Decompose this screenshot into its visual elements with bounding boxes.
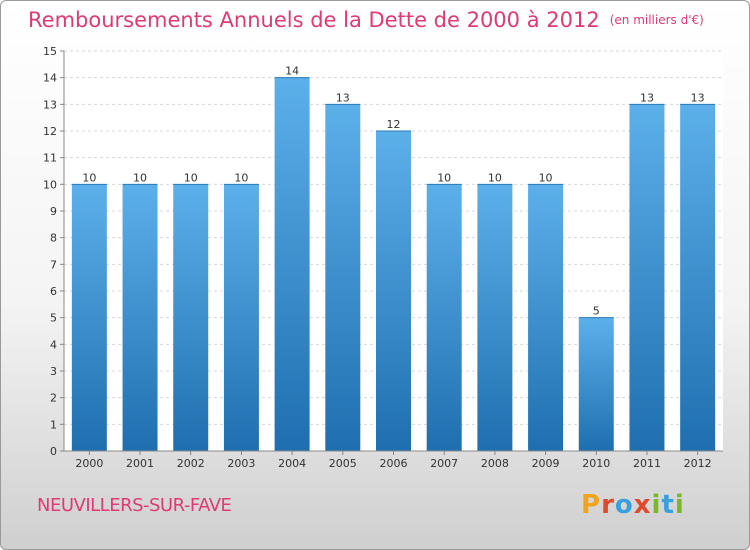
logo-letter: x — [633, 490, 652, 520]
logo-letter: P — [581, 490, 602, 520]
chart-title: Remboursements Annuels de la Dette de 20… — [28, 8, 704, 32]
bar — [426, 184, 462, 452]
bar — [122, 184, 158, 452]
logo-letter: i — [651, 490, 662, 520]
y-tick-label: 14 — [43, 72, 57, 85]
y-tick-label: 9 — [50, 205, 57, 218]
bar — [376, 131, 411, 451]
y-tick-label: 2 — [50, 392, 57, 405]
bar — [528, 184, 564, 452]
x-axis: 2000 2001 2002 2003 2004 2005 2006 2007 2008 2009… — [64, 450, 723, 470]
bar — [680, 104, 716, 451]
x-tick-label: 2001 — [126, 457, 154, 470]
y-tick-label: 13 — [43, 98, 57, 111]
x-tick-label: 2012 — [684, 457, 712, 470]
bar — [274, 77, 310, 452]
x-tick-label: 2005 — [329, 457, 357, 470]
data-label: 10 — [82, 171, 96, 184]
x-tick-label: 2009 — [532, 457, 560, 470]
data-label: 13 — [336, 91, 350, 104]
data-label: 10 — [184, 171, 198, 184]
bars: 10 10 10 10 14 13 12 10 10 10 5 13 13 — [71, 65, 716, 452]
data-label: 12 — [387, 118, 401, 131]
y-tick-label: 10 — [43, 178, 57, 191]
bar — [173, 184, 209, 452]
y-tick-label: 3 — [50, 365, 57, 378]
y-tick-label: 11 — [43, 152, 57, 165]
x-tick-label: 2003 — [227, 457, 255, 470]
data-label: 5 — [593, 305, 600, 318]
bar — [629, 104, 665, 451]
chart-title-text: Remboursements Annuels de la Dette de 20… — [28, 8, 600, 32]
data-label: 13 — [691, 91, 705, 104]
y-tick-label: 5 — [50, 312, 57, 325]
y-tick-label: 15 — [43, 45, 57, 58]
chart-unit: (en milliers d'€) — [609, 13, 704, 27]
data-label: 10 — [234, 171, 248, 184]
bar — [325, 104, 361, 451]
y-tick-label: 7 — [50, 258, 57, 271]
commune-name: NEUVILLERS-SUR-FAVE — [37, 495, 232, 516]
bar — [71, 184, 107, 452]
x-tick-label: 2004 — [278, 457, 306, 470]
y-tick-label: 12 — [43, 125, 57, 138]
y-tick-label: 1 — [50, 418, 57, 431]
logo-letter: t — [661, 490, 675, 520]
data-label: 14 — [285, 65, 299, 78]
proxiti-logo: Proxiti — [581, 490, 685, 520]
data-label: 10 — [539, 171, 553, 184]
x-tick-label: 2010 — [582, 457, 610, 470]
bar — [223, 184, 259, 452]
x-tick-label: 2002 — [177, 457, 205, 470]
bar — [578, 317, 614, 451]
y-tick-label: 4 — [50, 338, 57, 351]
y-tick-label: 8 — [50, 232, 57, 245]
data-label: 13 — [640, 91, 654, 104]
data-label: 10 — [437, 171, 451, 184]
logo-letter: i — [674, 490, 685, 520]
data-label: 10 — [488, 171, 502, 184]
y-tick-label: 0 — [50, 445, 57, 458]
x-tick-label: 2011 — [633, 457, 661, 470]
x-tick-label: 2007 — [430, 457, 458, 470]
bar — [477, 184, 513, 452]
x-tick-label: 2000 — [75, 457, 103, 470]
x-tick-label: 2006 — [380, 457, 408, 470]
logo-letter: o — [614, 490, 634, 520]
x-tick-label: 2008 — [481, 457, 509, 470]
y-tick-label: 6 — [50, 285, 57, 298]
logo-letter: r — [601, 490, 615, 520]
data-label: 10 — [133, 171, 147, 184]
